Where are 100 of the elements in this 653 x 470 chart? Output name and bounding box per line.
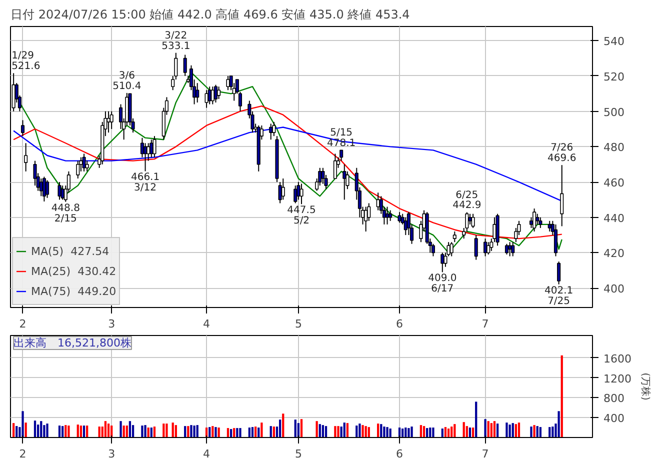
candlestick	[214, 84, 218, 103]
bar	[174, 425, 177, 438]
x-tick-label: 2	[19, 448, 26, 460]
x-tick-label: 2	[19, 318, 26, 330]
bar	[346, 423, 349, 438]
bar	[364, 426, 367, 438]
bar	[337, 426, 340, 438]
bar	[76, 424, 79, 438]
bar	[560, 355, 563, 438]
candlestick	[560, 164, 564, 227]
candlestick	[468, 213, 472, 225]
bar	[334, 426, 336, 438]
bar	[40, 421, 42, 438]
annotation: 出来高 16,521,800株	[14, 336, 132, 350]
bar	[260, 422, 263, 438]
candlestick	[76, 160, 80, 179]
y-tick-label: 400	[604, 282, 624, 296]
annotation: 3/6 510.4	[112, 70, 142, 92]
bar	[218, 428, 220, 438]
candlestick	[532, 208, 536, 232]
bar	[380, 424, 382, 438]
bar	[377, 424, 380, 438]
bar	[166, 424, 168, 438]
bar	[530, 426, 532, 438]
bar	[420, 425, 422, 438]
annotation: 447.5 5/2	[287, 205, 316, 227]
candlestick	[548, 220, 552, 232]
candlestick	[333, 153, 337, 179]
bar	[107, 424, 110, 438]
y-tick-label: 1600	[604, 352, 632, 366]
x-tick-label: 5	[294, 318, 302, 330]
bar	[552, 426, 554, 438]
bar	[300, 419, 303, 438]
candlestick	[110, 110, 114, 130]
bar	[64, 425, 67, 438]
candlestick	[474, 234, 478, 260]
annotation: 466.1 3/12	[130, 172, 160, 194]
y-tick-label: 400	[604, 412, 624, 426]
bar	[22, 411, 24, 438]
bar	[343, 422, 346, 438]
annotation: 409.0 6/17	[428, 273, 457, 295]
bar	[187, 426, 190, 438]
bar	[132, 425, 134, 438]
candlestick	[508, 242, 512, 257]
bar	[490, 423, 492, 438]
bar	[86, 426, 88, 438]
bar	[190, 425, 192, 438]
candlestick	[196, 82, 200, 103]
candlestick	[296, 182, 300, 200]
annotation: 448.8 2/15	[51, 202, 80, 224]
candlestick	[536, 213, 540, 225]
bar	[322, 425, 324, 438]
y-tick-label: 420	[604, 247, 624, 260]
bar	[24, 422, 27, 438]
candlestick	[342, 164, 346, 200]
bar	[533, 425, 536, 438]
candlestick	[152, 136, 156, 158]
bar	[558, 411, 560, 438]
x-tick-label: 7	[482, 448, 489, 460]
bar	[193, 426, 196, 438]
x-tick-label: 5	[294, 448, 302, 460]
legend-label: MA(5) 427.54	[31, 244, 110, 258]
candlestick	[484, 238, 488, 257]
candlestick	[511, 242, 515, 257]
bar	[362, 425, 364, 438]
bar	[196, 425, 198, 438]
candlestick	[388, 210, 392, 222]
x-tick-label: 4	[203, 448, 210, 460]
bar	[278, 420, 282, 438]
bar	[36, 424, 40, 438]
y-tick-label: 540	[604, 35, 624, 48]
y-tick-label: 460	[604, 176, 624, 190]
bar	[454, 424, 456, 438]
bar	[493, 421, 496, 438]
bar	[466, 426, 468, 438]
bar	[46, 424, 48, 438]
bar	[212, 426, 214, 438]
annotation: 5/15 478.1	[327, 128, 356, 150]
bar	[126, 426, 128, 438]
candlestick	[24, 142, 28, 172]
candlestick	[281, 178, 285, 200]
x-tick-label: 6	[396, 448, 404, 460]
y-tick-label: 480	[604, 141, 624, 154]
y-tick-label: 520	[604, 70, 624, 84]
bar	[462, 422, 465, 438]
bar	[58, 426, 61, 438]
candlestick	[471, 213, 475, 228]
y-tick-label: 800	[604, 392, 624, 406]
annotation: 3/22 533.1	[162, 30, 190, 52]
bar	[386, 427, 388, 438]
annotation: 402.1 7/25	[544, 285, 574, 307]
candlestick	[294, 185, 298, 204]
bar	[162, 424, 165, 438]
bar	[239, 428, 242, 438]
bar	[43, 425, 46, 438]
legend-label: MA(25) 430.42	[31, 264, 116, 278]
candlestick	[557, 261, 561, 285]
candlestick	[82, 153, 86, 172]
x-tick-label: 6	[396, 318, 404, 330]
candlestick	[45, 180, 50, 198]
